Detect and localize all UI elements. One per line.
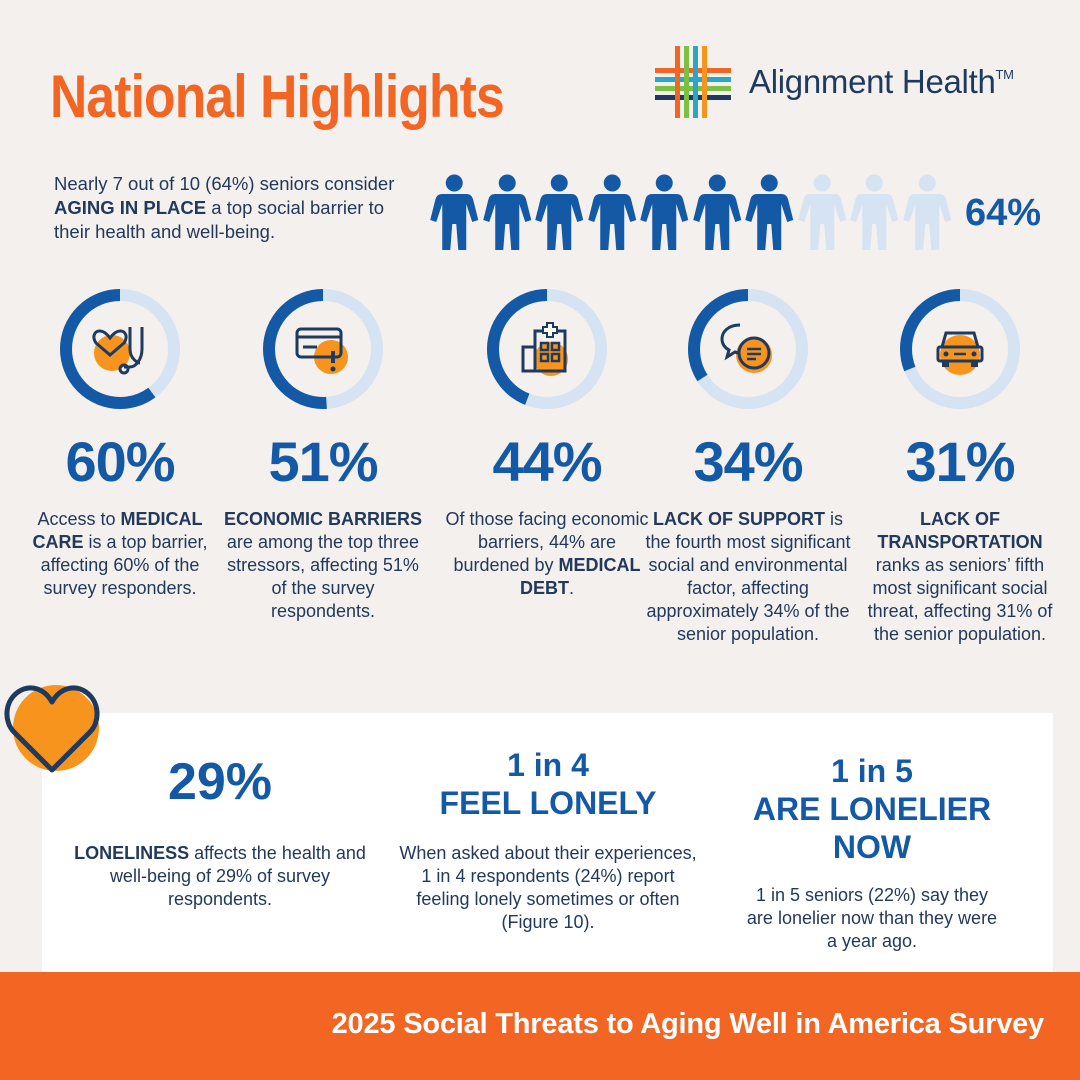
stat-lack-of-transportation: 31% LACK OF TRANSPORTATION ranks as seni…: [855, 288, 1065, 646]
lonelier-now-heading: ARE LONELIER NOW: [752, 791, 992, 865]
stat-ring: [687, 288, 809, 410]
credit-card-alert-icon: [295, 327, 348, 374]
lonelier-now-ratio: 1 in 5: [831, 753, 913, 789]
person-icon-filled: [587, 174, 636, 250]
aging-in-place-percent: 64%: [965, 192, 1042, 234]
stat-value: 34%: [693, 430, 803, 493]
page-title: National Highlights: [50, 63, 505, 130]
ring-progress: [487, 289, 607, 409]
heart-stethoscope-icon: [92, 327, 144, 375]
car-icon: [936, 331, 984, 375]
person-icon-empty: [797, 174, 846, 250]
person-icon-filled: [745, 174, 794, 250]
ring-progress: [60, 289, 180, 409]
alignment-health-logo-icon: [655, 46, 731, 118]
people-pictogram: [428, 174, 953, 252]
person-icon-filled: [692, 174, 741, 250]
stat-description: LACK OF SUPPORT is the fourth most signi…: [645, 509, 851, 644]
stat-medical-debt: 44% Of those facing economic barriers, 4…: [442, 288, 652, 600]
heart-icon: [4, 685, 100, 773]
brand-logo: Alignment HealthTM: [655, 46, 1014, 118]
stat-ring: [262, 288, 384, 410]
survey-title: 2025 Social Threats to Aging Well in Ame…: [331, 1008, 1045, 1040]
feel-lonely-column: 1 in 4 FEEL LONELY When asked about thei…: [398, 746, 698, 934]
lonelier-now-text: 1 in 5 seniors (22%) say they are loneli…: [746, 885, 998, 951]
feel-lonely-heading: FEEL LONELY: [439, 785, 657, 821]
stat-value: 51%: [268, 430, 378, 493]
brand-name: Alignment HealthTM: [749, 63, 1014, 100]
person-icon-filled: [640, 174, 689, 250]
ring-progress: [263, 289, 383, 409]
footer-bar: 2025 Social Threats to Aging Well in Ame…: [0, 972, 1080, 1080]
stat-ring: [899, 288, 1021, 410]
stat-ring: [59, 288, 181, 410]
stat-value: 60%: [65, 430, 175, 493]
person-icon-filled: [430, 174, 479, 250]
loneliness-29-value: 29%: [167, 753, 273, 811]
stat-description: Of those facing economic barriers, 44% a…: [445, 509, 649, 598]
stat-value: 44%: [492, 430, 602, 493]
stat-lack-of-support: 34% LACK OF SUPPORT is the fourth most s…: [643, 288, 853, 646]
person-icon-filled: [535, 174, 584, 250]
person-icon-empty: [850, 174, 899, 250]
person-icon-filled: [482, 174, 531, 250]
feel-lonely-ratio: 1 in 4: [507, 747, 589, 783]
aging-in-place-text: Nearly 7 out of 10 (64%) seniors conside…: [54, 173, 395, 242]
loneliness-29-column: 29% LONELINESS affects the health and we…: [70, 752, 370, 911]
chat-bubbles-icon: [720, 323, 772, 373]
hospital-icon: [521, 322, 568, 376]
loneliness-29-text: LONELINESS affects the health and well-b…: [74, 843, 366, 909]
trademark: TM: [995, 67, 1014, 82]
stat-ring: [486, 288, 608, 410]
loneliness-panel: [42, 713, 1053, 975]
stat-description: LACK OF TRANSPORTATION ranks as seniors’…: [867, 509, 1053, 644]
stat-description: ECONOMIC BARRIERS are among the top thre…: [223, 509, 422, 621]
stat-description: Access to MEDICAL CARE is a top barrier,…: [32, 509, 208, 598]
person-icon-empty: [902, 174, 951, 250]
ring-progress: [688, 289, 808, 409]
feel-lonely-text: When asked about their experiences, 1 in…: [399, 843, 697, 932]
lonelier-now-column: 1 in 5 ARE LONELIER NOW 1 in 5 seniors (…: [712, 752, 1032, 953]
stat-value: 31%: [905, 430, 1015, 493]
ring-progress: [900, 289, 1020, 409]
stat-economic-barriers: 51% ECONOMIC BARRIERS are among the top …: [218, 288, 428, 623]
stat-medical-care: 60% Access to MEDICAL CARE is a top barr…: [15, 288, 225, 600]
